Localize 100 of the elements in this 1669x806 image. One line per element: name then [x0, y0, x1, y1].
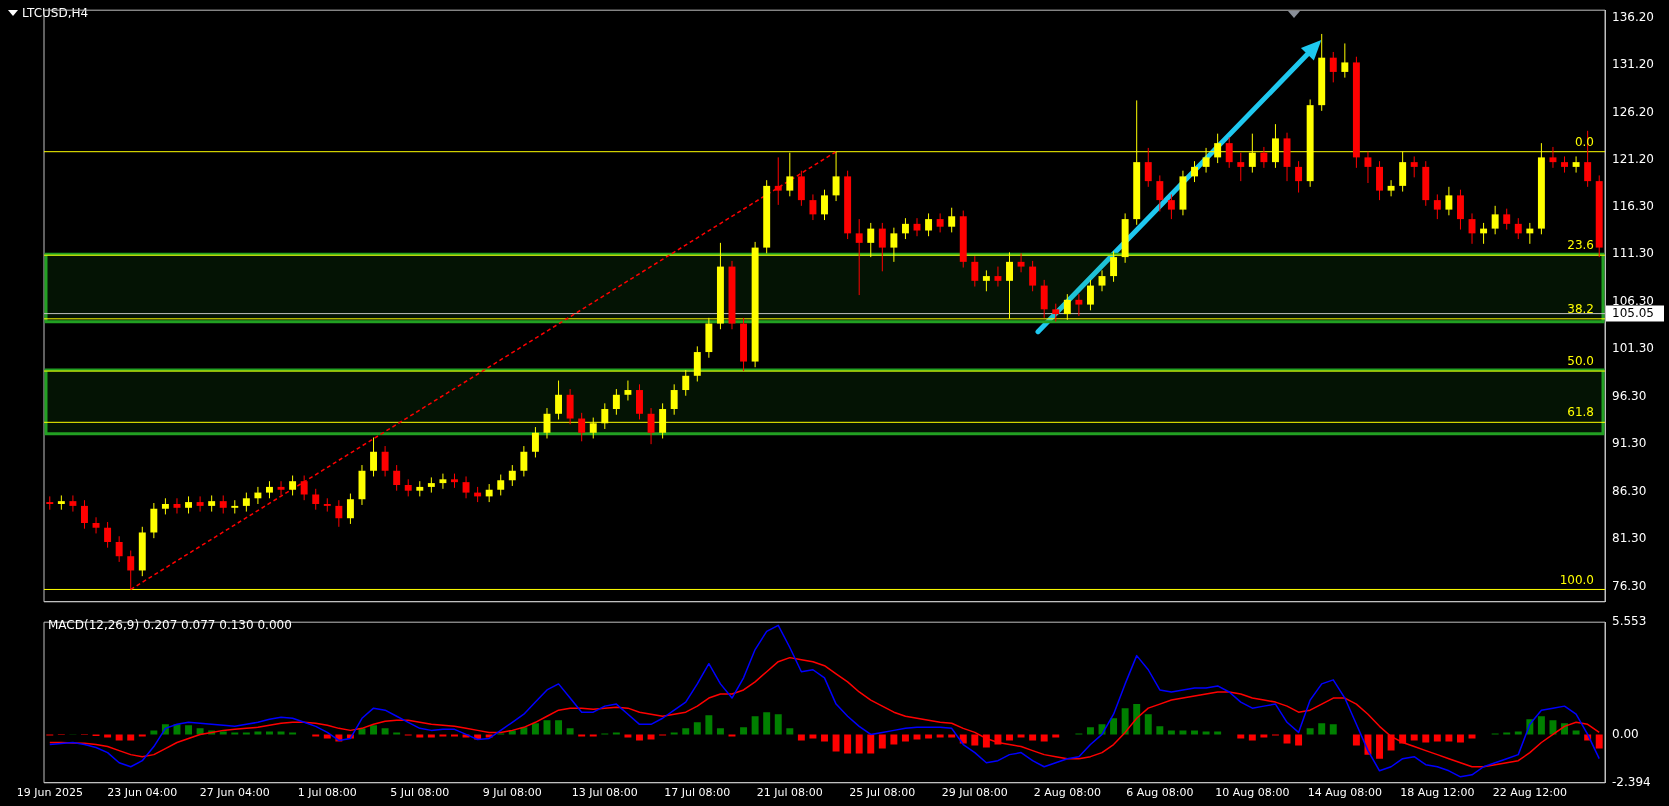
- candlestick: [624, 380, 632, 401]
- bar: [150, 730, 158, 735]
- candlestick: [1456, 189, 1464, 231]
- y-tick-label: 106.30: [1612, 293, 1654, 308]
- bar: [127, 734, 135, 741]
- candlestick: [485, 483, 493, 503]
- candlestick: [855, 218, 863, 296]
- bar: [1318, 723, 1326, 735]
- bar: [1133, 704, 1141, 735]
- candlestick: [531, 426, 539, 458]
- candlestick: [46, 495, 54, 511]
- candlestick: [1491, 205, 1499, 235]
- bar: [381, 728, 389, 735]
- candlestick: [1040, 279, 1048, 319]
- candlestick: [1075, 293, 1083, 317]
- y-tick-label: 111.30: [1612, 246, 1654, 261]
- x-tick-label: 6 Aug 08:00: [1126, 786, 1194, 800]
- bar: [636, 734, 643, 741]
- bar: [1006, 734, 1013, 741]
- bar: [670, 732, 678, 735]
- bar: [1295, 734, 1303, 746]
- bar: [716, 728, 724, 735]
- bar: [555, 720, 563, 735]
- bar: [578, 734, 586, 737]
- bar: [948, 734, 956, 738]
- bar: [451, 734, 458, 737]
- candlestick: [242, 492, 250, 513]
- annotation: 50.0: [1567, 354, 1594, 369]
- x-tick-label: 22 Aug 12:00: [1492, 786, 1567, 800]
- bar: [1144, 714, 1152, 735]
- candlestick: [196, 495, 204, 513]
- bar: [612, 732, 620, 735]
- x-tick-label: 17 Jul 08:00: [664, 786, 731, 800]
- bar: [589, 734, 597, 737]
- bar: [994, 734, 1002, 745]
- bar: [936, 734, 944, 738]
- bar: [1433, 734, 1441, 742]
- bar: [1086, 727, 1094, 735]
- y-tick-label: 0.00: [1612, 726, 1639, 741]
- candlestick: [1549, 146, 1557, 169]
- y-tick-label: 121.20: [1612, 152, 1654, 167]
- candlestick: [578, 412, 586, 442]
- bar: [1156, 726, 1164, 735]
- bar: [1191, 730, 1198, 735]
- bar: [1040, 734, 1048, 742]
- candlestick: [335, 499, 343, 528]
- candlestick: [69, 494, 77, 513]
- candlestick: [647, 407, 655, 445]
- bar: [693, 722, 701, 735]
- bar: [751, 716, 759, 735]
- bar: [277, 731, 285, 735]
- bar: [1537, 716, 1545, 735]
- bar: [1572, 730, 1580, 735]
- candlestick: [300, 475, 308, 501]
- bar: [531, 723, 539, 735]
- candlestick: [520, 445, 528, 477]
- bar: [1445, 734, 1453, 742]
- candlestick: [1029, 260, 1037, 292]
- bar: [104, 734, 112, 738]
- bar: [219, 731, 227, 735]
- y-tick-label: 5.553: [1612, 614, 1647, 629]
- candlestick: [312, 488, 320, 511]
- bar: [1422, 734, 1430, 743]
- x-tick-label: 29 Jul 08:00: [941, 786, 1008, 800]
- bar: [439, 734, 447, 737]
- candlestick: [1295, 160, 1303, 194]
- bar: [1237, 734, 1245, 739]
- bar: [959, 734, 967, 744]
- bar: [1017, 734, 1025, 738]
- bar: [138, 734, 146, 737]
- bar: [1456, 734, 1464, 743]
- annotation: 61.8: [1567, 405, 1594, 420]
- bar: [254, 731, 262, 735]
- candlestick: [809, 193, 817, 221]
- bar: [740, 727, 748, 735]
- bar: [1167, 730, 1175, 735]
- chart-title: LTCUSD,H4: [22, 6, 89, 20]
- candlestick: [636, 383, 643, 420]
- candlestick: [612, 388, 620, 416]
- bar: [1052, 734, 1060, 738]
- candlestick: [1364, 151, 1372, 184]
- candlestick: [462, 475, 470, 499]
- bar: [809, 734, 817, 739]
- candlestick: [1260, 146, 1268, 169]
- bar: [971, 734, 979, 746]
- bar: [242, 732, 250, 735]
- x-tick-label: 9 Jul 08:00: [482, 786, 542, 800]
- candlestick: [346, 493, 354, 525]
- bar: [1329, 724, 1337, 735]
- y-tick-label: 96.30: [1612, 388, 1647, 403]
- bar: [1410, 734, 1418, 741]
- candlestick: [1052, 303, 1060, 323]
- bar: [982, 734, 990, 748]
- candlestick: [1017, 252, 1025, 273]
- bar: [1179, 730, 1187, 735]
- candlestick: [1341, 42, 1349, 79]
- bar: [647, 734, 655, 740]
- candlestick: [948, 207, 956, 233]
- y-tick-label: 76.30: [1612, 578, 1647, 593]
- candlestick: [1376, 160, 1383, 201]
